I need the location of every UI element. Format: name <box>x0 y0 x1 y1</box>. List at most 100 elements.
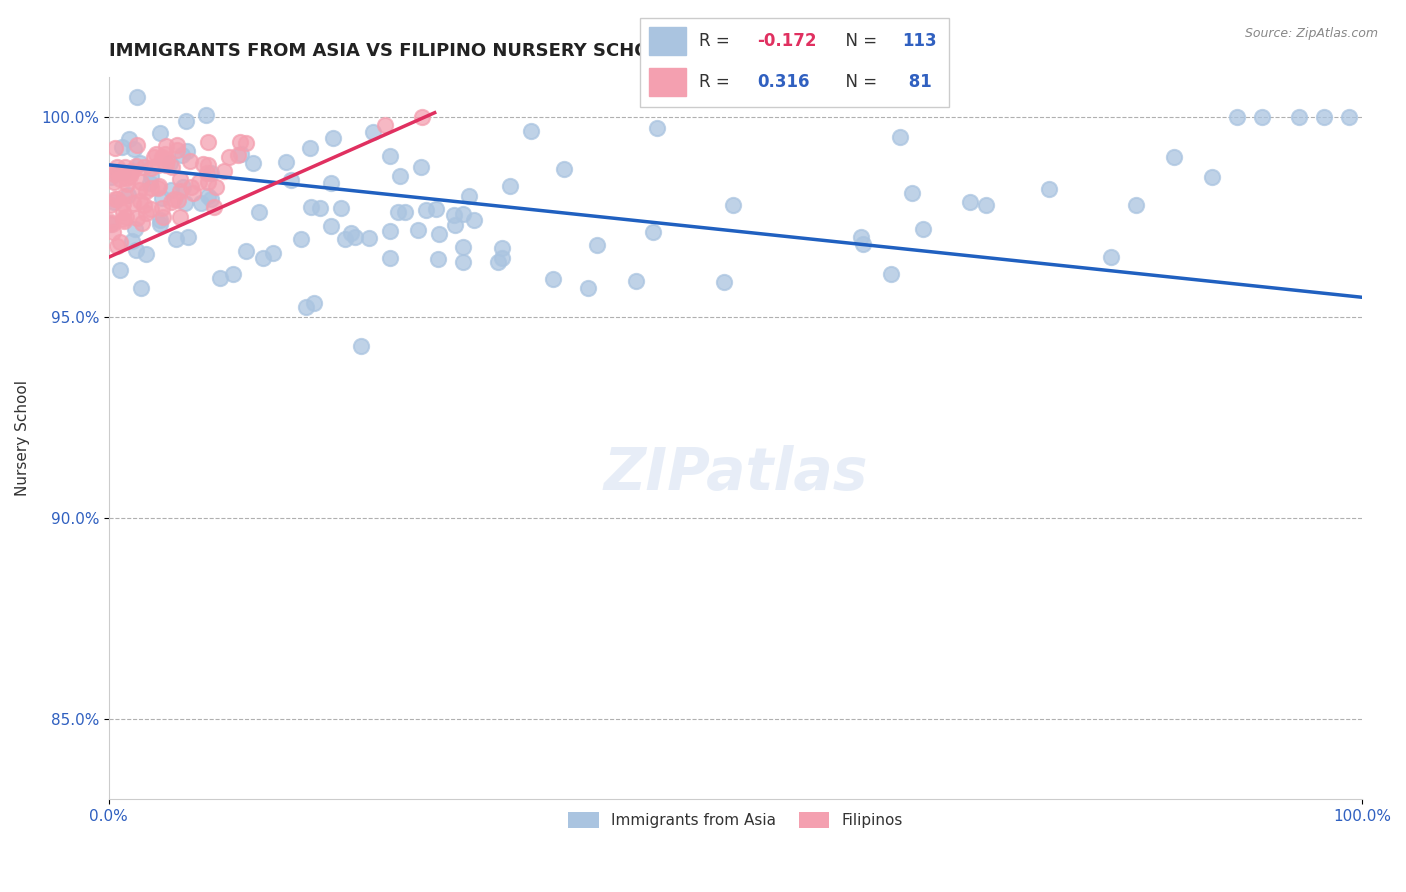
Text: 113: 113 <box>903 32 938 50</box>
Point <box>169 210 191 224</box>
Point <box>363 125 385 139</box>
Point <box>141 202 163 216</box>
Point <box>124 222 146 236</box>
Point <box>389 169 412 183</box>
Point <box>139 176 162 190</box>
Point <box>188 175 211 189</box>
Point <box>406 223 429 237</box>
Point <box>322 131 344 145</box>
Point <box>218 150 240 164</box>
Point <box>121 195 143 210</box>
Point <box>959 195 981 210</box>
Text: R =: R = <box>699 32 734 50</box>
Point <box>197 135 219 149</box>
Text: N =: N = <box>835 32 882 50</box>
Point <box>262 245 284 260</box>
Point <box>491 251 513 265</box>
Point <box>411 110 433 124</box>
Point <box>111 197 134 211</box>
Point <box>98 198 121 212</box>
Point <box>169 184 191 198</box>
Point <box>451 239 474 253</box>
Point <box>150 191 173 205</box>
Point <box>174 113 197 128</box>
Point <box>148 178 170 193</box>
Point <box>169 172 191 186</box>
Point <box>197 158 219 172</box>
Point <box>155 158 177 172</box>
Point <box>463 213 485 227</box>
Point <box>585 238 607 252</box>
Point <box>453 207 475 221</box>
Point <box>165 232 187 246</box>
Point <box>247 205 270 219</box>
Point <box>901 186 924 201</box>
Point <box>174 196 197 211</box>
Point <box>117 187 139 202</box>
Point <box>541 272 564 286</box>
Text: 81: 81 <box>903 73 931 91</box>
Point <box>160 194 183 209</box>
Point <box>274 154 297 169</box>
Point <box>125 244 148 258</box>
Point <box>108 235 131 249</box>
Point <box>100 169 122 184</box>
Point <box>191 157 214 171</box>
Point <box>166 143 188 157</box>
Point <box>129 194 152 208</box>
Point <box>118 169 141 183</box>
Point <box>103 195 125 210</box>
Point <box>176 229 198 244</box>
Point <box>105 192 128 206</box>
Point <box>139 169 162 184</box>
Point <box>152 210 174 224</box>
Point <box>426 252 449 266</box>
Point <box>127 89 149 103</box>
Point <box>357 230 380 244</box>
Point <box>1125 198 1147 212</box>
Point <box>643 225 665 239</box>
Point <box>1339 110 1361 124</box>
Text: N =: N = <box>835 73 882 91</box>
Point <box>299 200 322 214</box>
Point <box>162 161 184 175</box>
Point <box>145 146 167 161</box>
Point <box>443 208 465 222</box>
Point <box>112 212 135 227</box>
Point <box>159 155 181 169</box>
Point <box>129 281 152 295</box>
Point <box>115 177 138 191</box>
Point <box>103 175 125 189</box>
Point <box>125 159 148 173</box>
Point <box>115 171 138 186</box>
Point <box>458 189 481 203</box>
Point <box>880 267 903 281</box>
Point <box>114 160 136 174</box>
Text: R =: R = <box>699 73 734 91</box>
Point <box>103 167 125 181</box>
Point <box>321 176 343 190</box>
Point <box>146 181 169 195</box>
Point <box>200 192 222 206</box>
Point <box>208 271 231 285</box>
Point <box>112 189 135 203</box>
Point <box>1226 110 1249 124</box>
Point <box>319 219 342 233</box>
Point <box>343 230 366 244</box>
Point <box>520 124 543 138</box>
Point <box>149 217 172 231</box>
Point <box>150 201 173 215</box>
Point <box>180 180 202 194</box>
Point <box>350 339 373 353</box>
Point <box>160 183 183 197</box>
Point <box>197 189 219 203</box>
Point <box>713 275 735 289</box>
Point <box>280 172 302 186</box>
Point <box>122 143 145 157</box>
Point <box>425 202 447 216</box>
Point <box>163 192 186 206</box>
Point <box>889 130 911 145</box>
Point <box>135 247 157 261</box>
Point <box>197 176 219 190</box>
Point <box>127 137 149 152</box>
